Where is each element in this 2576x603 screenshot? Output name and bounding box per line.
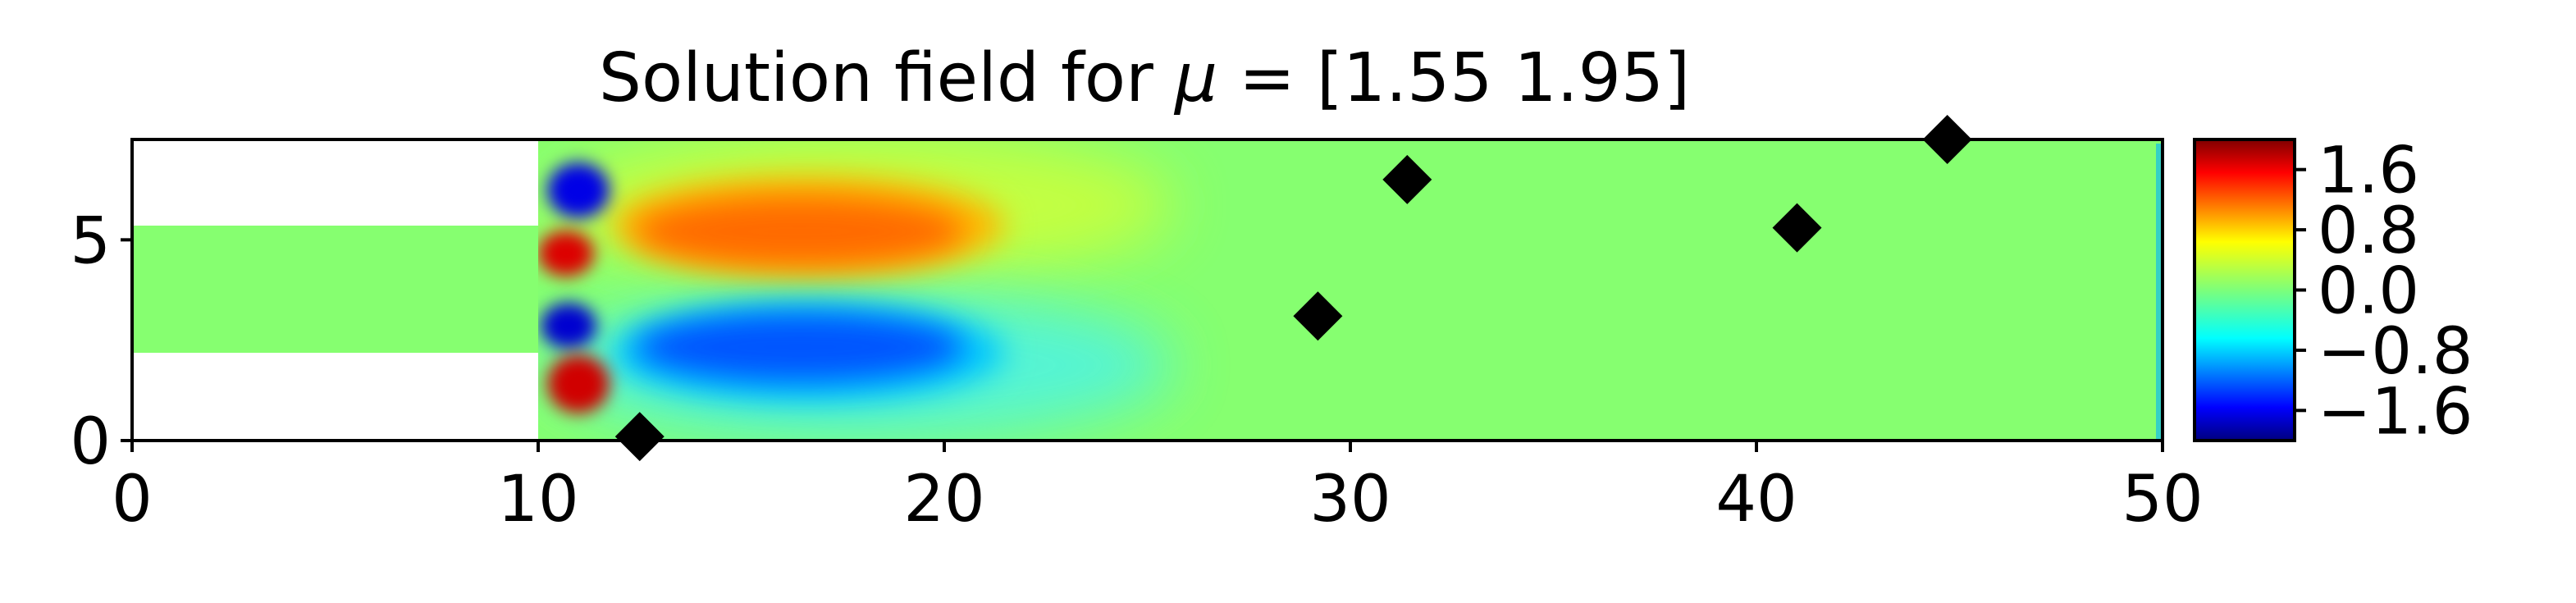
sensor-marker bbox=[1772, 203, 1822, 253]
x-tick-label: 40 bbox=[1715, 463, 1797, 537]
x-axis: 0 10 20 30 40 50 bbox=[112, 441, 2204, 537]
colorbar-tick-label: −0.8 bbox=[2318, 315, 2473, 389]
x-tick-label: 20 bbox=[903, 463, 984, 537]
y-tick-label: 0 bbox=[70, 405, 111, 479]
sensor-marker bbox=[614, 412, 665, 462]
inlet-channel-field bbox=[132, 226, 538, 353]
colorbar-ticks: 1.60.80.0−0.8−1.6 bbox=[2295, 135, 2473, 449]
colorbar-tick-label: 0.8 bbox=[2318, 194, 2419, 268]
colorbar-tick-label: 0.0 bbox=[2318, 255, 2419, 329]
x-tick-label: 30 bbox=[1309, 463, 1391, 537]
colorbar-tick-label: 1.6 bbox=[2318, 135, 2419, 208]
y-tick-label: 5 bbox=[70, 204, 111, 278]
x-tick-label: 0 bbox=[112, 463, 153, 537]
colorbar-tick-label: −1.6 bbox=[2318, 375, 2473, 449]
wake-structures bbox=[538, 139, 2163, 439]
chart-title: Solution field for μ = [1.55 1.95] bbox=[599, 39, 1690, 117]
colorbar: 1.60.80.0−0.8−1.6 bbox=[2193, 135, 2473, 449]
sensor-marker bbox=[1293, 291, 1343, 341]
sensor-marker bbox=[1382, 154, 1432, 204]
x-tick-label: 50 bbox=[2122, 463, 2203, 537]
x-tick-label: 10 bbox=[497, 463, 578, 537]
y-axis: 05 bbox=[70, 204, 132, 479]
solution-field bbox=[132, 139, 2163, 441]
colorbar-scale bbox=[2193, 138, 2296, 442]
